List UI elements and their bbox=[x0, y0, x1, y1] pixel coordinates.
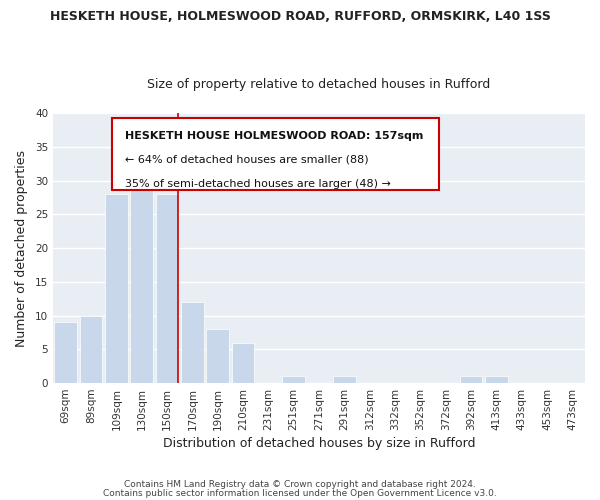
Bar bbox=[130, 167, 153, 383]
Bar bbox=[485, 376, 508, 383]
Bar bbox=[460, 376, 482, 383]
Text: HESKETH HOUSE HOLMESWOOD ROAD: 157sqm: HESKETH HOUSE HOLMESWOOD ROAD: 157sqm bbox=[125, 130, 423, 140]
X-axis label: Distribution of detached houses by size in Rufford: Distribution of detached houses by size … bbox=[163, 437, 475, 450]
Text: Contains HM Land Registry data © Crown copyright and database right 2024.: Contains HM Land Registry data © Crown c… bbox=[124, 480, 476, 489]
Text: 35% of semi-detached houses are larger (48) →: 35% of semi-detached houses are larger (… bbox=[125, 179, 391, 189]
Bar bbox=[105, 194, 128, 383]
FancyBboxPatch shape bbox=[112, 118, 439, 190]
Bar bbox=[232, 342, 254, 383]
Title: Size of property relative to detached houses in Rufford: Size of property relative to detached ho… bbox=[148, 78, 491, 91]
Text: ← 64% of detached houses are smaller (88): ← 64% of detached houses are smaller (88… bbox=[125, 155, 368, 165]
Bar bbox=[333, 376, 356, 383]
Bar bbox=[80, 316, 103, 383]
Bar bbox=[282, 376, 305, 383]
Bar bbox=[55, 322, 77, 383]
Bar bbox=[155, 194, 178, 383]
Y-axis label: Number of detached properties: Number of detached properties bbox=[15, 150, 28, 346]
Bar bbox=[181, 302, 204, 383]
Bar bbox=[206, 329, 229, 383]
Text: Contains public sector information licensed under the Open Government Licence v3: Contains public sector information licen… bbox=[103, 488, 497, 498]
Text: HESKETH HOUSE, HOLMESWOOD ROAD, RUFFORD, ORMSKIRK, L40 1SS: HESKETH HOUSE, HOLMESWOOD ROAD, RUFFORD,… bbox=[50, 10, 550, 23]
